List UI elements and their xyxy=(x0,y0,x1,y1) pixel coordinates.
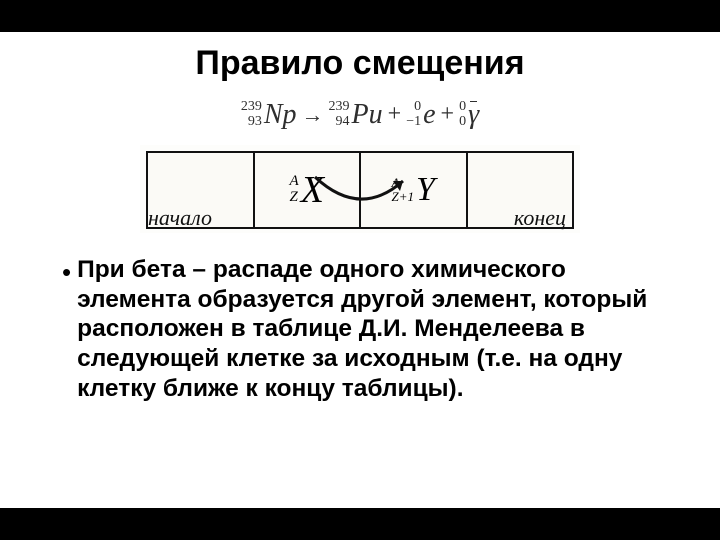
atomic-number: 93 xyxy=(248,115,262,130)
body-paragraph: • При бета – распаде одного химического … xyxy=(40,255,680,404)
reaction-arrow: → xyxy=(302,102,324,128)
mass-number: 239 xyxy=(329,100,350,115)
slide-title: Правило смещения xyxy=(40,44,680,83)
diagram-label-start: начало xyxy=(148,205,212,231)
mass-number: 239 xyxy=(241,100,262,115)
element-symbol: Np xyxy=(264,99,297,131)
plus-operator: + xyxy=(441,101,455,128)
element-symbol: Pu xyxy=(352,99,383,131)
mass-number: 0 xyxy=(459,100,466,115)
periodic-shift-diagram: A Z X A Z+1 Y xyxy=(40,145,680,233)
nuclide-np: 239 93 Np xyxy=(241,99,297,131)
bullet-icon: • xyxy=(62,257,71,288)
shift-arrow-icon xyxy=(295,171,425,209)
nuclide-pu: 239 94 Pu xyxy=(329,99,383,131)
nuclide-gamma: 0 0 γ xyxy=(459,99,479,131)
mass-number: 0 xyxy=(414,100,421,115)
slide: Правило смещения 239 93 Np → 239 94 Pu + xyxy=(0,0,720,540)
element-symbol: e xyxy=(423,99,435,131)
atomic-number: 0 xyxy=(459,115,466,130)
atomic-number: 94 xyxy=(336,115,350,130)
diagram-label-end: конец xyxy=(514,205,566,231)
element-symbol: γ xyxy=(468,99,479,131)
atomic-number: −1 xyxy=(406,115,421,130)
nuclide-electron: 0 −1 e xyxy=(406,99,435,131)
paragraph-text: При бета – распаде одного химического эл… xyxy=(77,255,670,404)
decay-equation: 239 93 Np → 239 94 Pu + 0 −1 e xyxy=(40,97,680,131)
plus-operator: + xyxy=(388,101,402,128)
